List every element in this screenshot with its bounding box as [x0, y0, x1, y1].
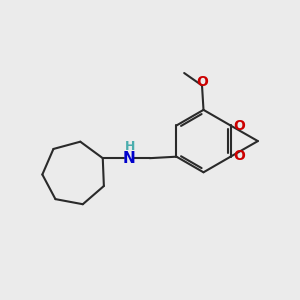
Text: H: H	[125, 140, 136, 153]
Text: O: O	[234, 119, 246, 133]
Text: O: O	[196, 75, 208, 89]
Text: O: O	[234, 149, 246, 163]
Text: N: N	[122, 151, 135, 166]
